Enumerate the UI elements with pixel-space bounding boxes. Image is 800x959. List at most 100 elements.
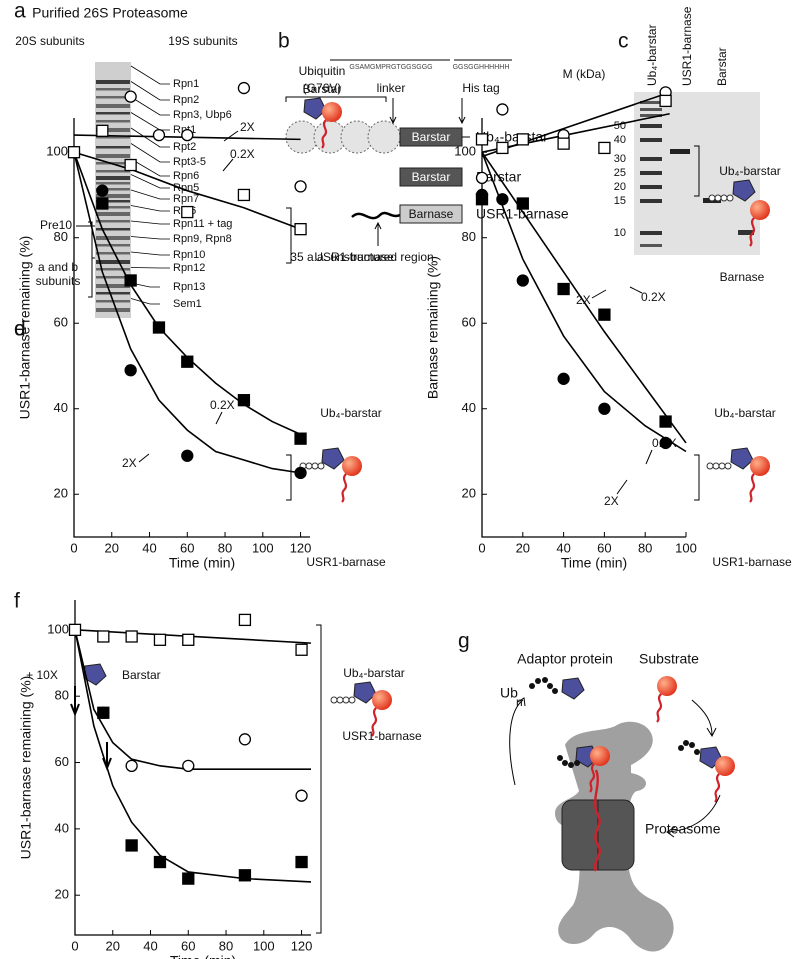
- x-tick-label: 60: [181, 938, 195, 953]
- data-point: [294, 223, 307, 236]
- bracket: [286, 207, 292, 264]
- band: [96, 176, 130, 180]
- data-point: [475, 188, 489, 202]
- leader: [130, 205, 170, 212]
- y-tick-label: 80: [462, 229, 476, 244]
- data-point: [557, 372, 570, 385]
- lane-label: Barstar: [715, 47, 729, 86]
- ubiquitin-beads: [285, 120, 401, 154]
- y-tick-label: 40: [462, 400, 476, 415]
- arrow: [374, 221, 382, 246]
- x-axis-label: Time (min): [170, 953, 236, 959]
- x-tick-label: 40: [142, 540, 156, 555]
- band: [96, 292, 130, 295]
- leader: [130, 174, 170, 189]
- band: [96, 96, 130, 99]
- leader: [130, 158, 170, 177]
- data-point: [238, 733, 252, 746]
- panel-label: d: [14, 318, 26, 341]
- panel-label: b: [278, 30, 290, 53]
- panel-label: e: [14, 318, 26, 341]
- x-tick-label: 40: [556, 540, 570, 555]
- side-label: Barstar: [303, 82, 342, 96]
- arrows: [389, 98, 466, 125]
- ub-chain: [678, 740, 700, 755]
- data-point: [238, 613, 252, 627]
- data-point: [516, 133, 529, 146]
- side-label: USR1-barnase: [306, 555, 386, 569]
- subunit-label: Rpn1: [173, 78, 199, 90]
- panel-title: Purified 26S Proteasome: [32, 5, 188, 21]
- sequence: GGSGGHHHHHH: [453, 64, 510, 71]
- label: 35 a.a. unstructured region: [290, 250, 433, 264]
- data-point: [97, 706, 110, 719]
- icon: [340, 454, 364, 504]
- x-tick-label: 60: [180, 540, 194, 555]
- y-tick-label: 40: [55, 820, 69, 835]
- leader: [130, 282, 160, 288]
- arrow: [691, 699, 717, 738]
- band: [640, 114, 662, 117]
- y-axis-label: USR1-barnase remaining (%): [18, 676, 34, 860]
- band: [96, 188, 130, 191]
- band: [96, 308, 130, 312]
- subunit-label: subunits: [36, 274, 81, 288]
- data-point: [294, 180, 307, 193]
- data-point: [294, 432, 307, 445]
- data-point: [96, 184, 109, 197]
- label: Ub: [500, 685, 518, 701]
- fit-curve: [481, 151, 687, 444]
- side-label: Ub₄-barstar: [343, 666, 405, 680]
- subunit-label: Pre10: [40, 218, 72, 232]
- annotation: 0.2X: [210, 398, 235, 412]
- subunit-label: Sem1: [173, 298, 202, 310]
- band: [96, 146, 130, 149]
- y-tick-label: 60: [462, 315, 476, 330]
- subunit-label: Rpt2: [173, 141, 196, 153]
- marker-size: 25: [614, 167, 626, 179]
- data-point: [153, 855, 167, 869]
- marker-size: 10: [614, 227, 626, 239]
- y-tick-label: 100: [46, 144, 68, 159]
- data-point: [181, 205, 194, 219]
- data-point: [97, 630, 110, 643]
- band: [96, 236, 130, 240]
- y-tick-label: 20: [55, 887, 69, 902]
- data-point: [496, 141, 509, 155]
- panel-label: g: [458, 630, 470, 653]
- data-point: [152, 321, 166, 334]
- icon: [706, 462, 732, 470]
- x-tick-label: 40: [143, 938, 157, 953]
- leader: [130, 298, 160, 305]
- construct-box: [399, 204, 463, 224]
- fit-curve: [74, 629, 312, 883]
- data-point: [557, 282, 570, 296]
- marker-size: 40: [614, 134, 626, 146]
- band: [96, 120, 130, 123]
- icon: [748, 454, 772, 504]
- bracket: [285, 96, 387, 102]
- band: [96, 104, 130, 108]
- y-axis-label: USR1-barnase remaining (%): [17, 236, 33, 420]
- label: n: [516, 695, 523, 709]
- icon: [330, 696, 356, 704]
- construct-box: [399, 167, 463, 187]
- band: [738, 230, 754, 235]
- band: [96, 200, 130, 203]
- x-tick-label: 20: [105, 540, 119, 555]
- data-point: [96, 197, 109, 210]
- data-point: [659, 94, 672, 108]
- band: [640, 231, 662, 235]
- side-label: Barnase: [720, 270, 765, 284]
- x-tick-label: 80: [219, 938, 233, 953]
- ub-chain: [557, 755, 580, 768]
- subunit-label: Rpt3-5: [173, 156, 206, 168]
- data-point: [152, 128, 166, 142]
- data-point: [516, 197, 529, 210]
- data-point: [125, 839, 138, 852]
- x-tick-label: 100: [253, 938, 275, 953]
- bracket: [286, 454, 292, 501]
